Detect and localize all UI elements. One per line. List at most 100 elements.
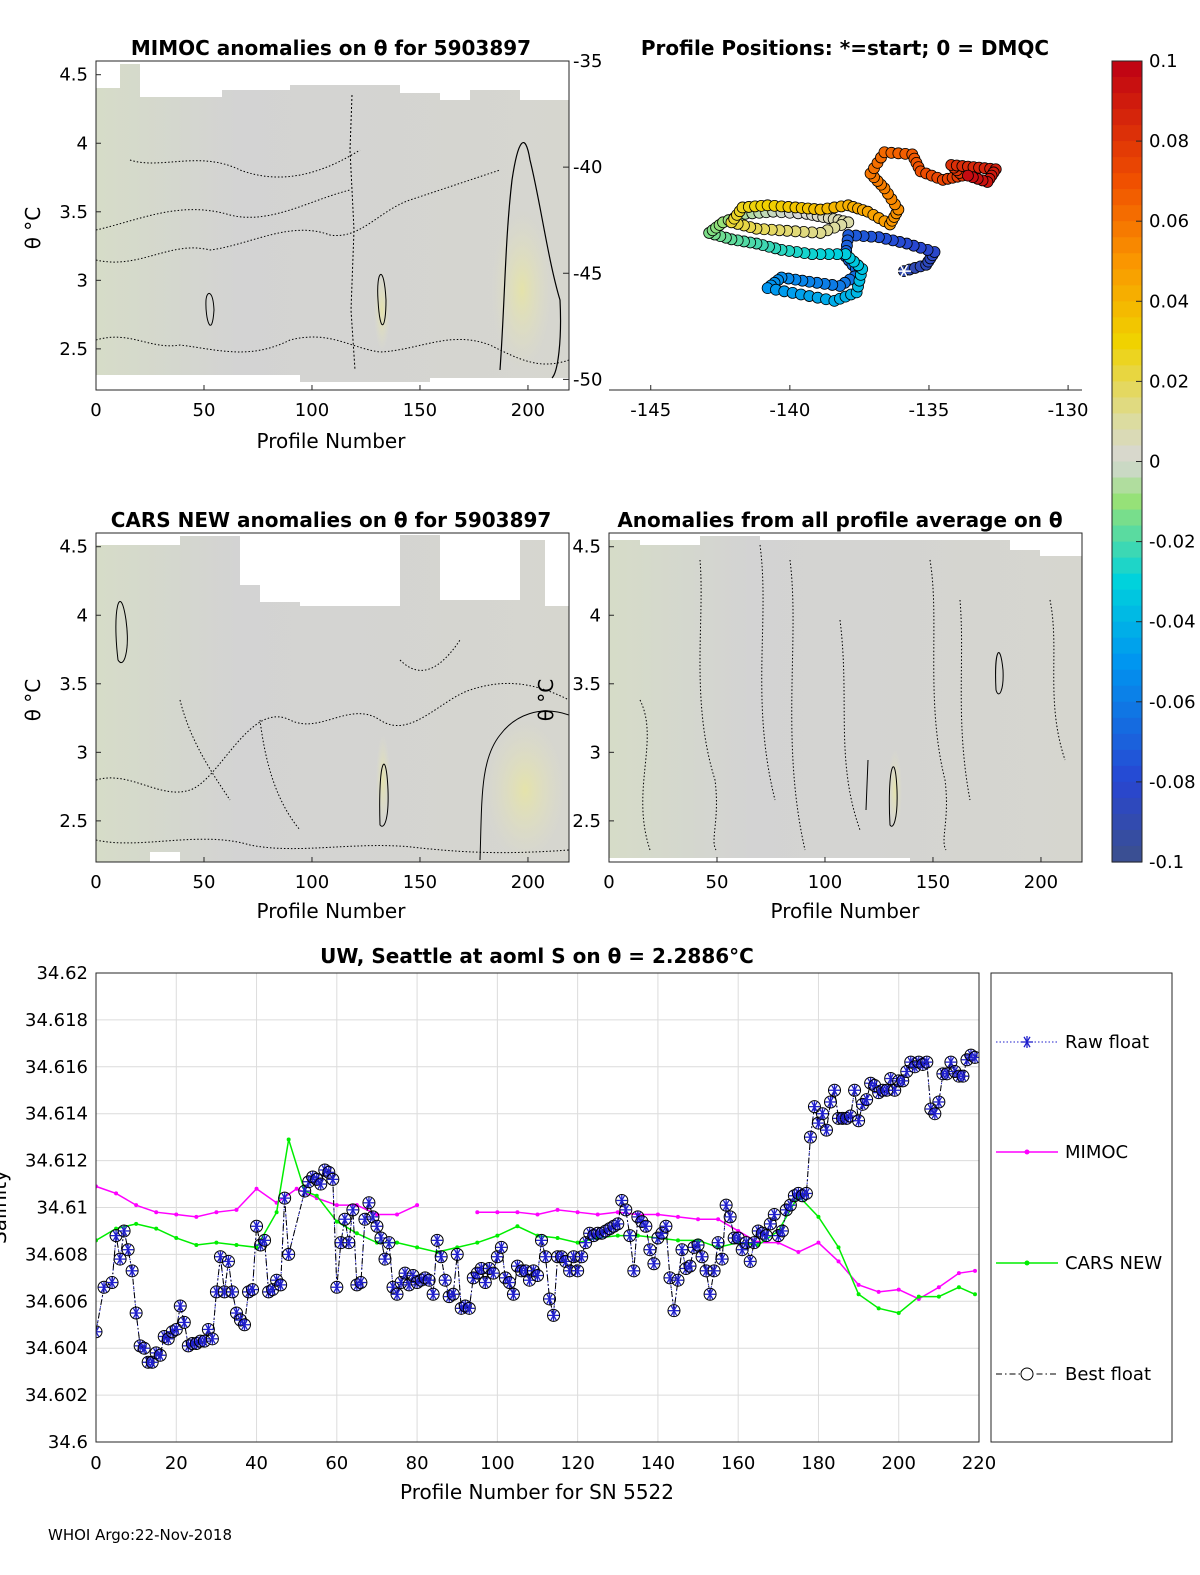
cars-xtick-label: 200 — [511, 872, 545, 893]
best-float-point — [643, 1243, 657, 1257]
mimoc-point — [555, 1207, 560, 1212]
positions-ytick-label: -35 — [573, 51, 602, 72]
mimoc-contour — [499, 141, 562, 379]
colorbar-cell — [1112, 653, 1142, 671]
colorbar-cell — [1112, 77, 1142, 94]
cars-ytick-label: 4.5 — [59, 537, 88, 558]
colorbar-cell — [1112, 317, 1142, 334]
cars-point — [314, 1193, 319, 1198]
best-float-point — [438, 1273, 452, 1287]
allavg-y-ticks: 2.5 3 3.5 4 4.5 — [572, 537, 614, 832]
salinity-ytick-label: 34.616 — [25, 1057, 88, 1078]
colorbar-cell — [1112, 605, 1142, 623]
positions-xtick-label: -145 — [630, 400, 671, 421]
mimoc-point — [796, 1250, 801, 1255]
best-float-point — [691, 1238, 705, 1252]
cars-field — [96, 535, 569, 862]
colorbar-cell — [1112, 589, 1142, 607]
positions-ytick-label: -40 — [573, 157, 602, 178]
best-float-point — [177, 1315, 191, 1329]
colorbar-cell — [1112, 573, 1142, 591]
allavg-xtick-label: 150 — [916, 872, 950, 893]
cars-point — [856, 1292, 861, 1297]
legend-mimoc-marker — [1024, 1149, 1030, 1155]
best-float-point — [968, 1050, 979, 1064]
best-float-point — [695, 1250, 709, 1264]
colorbar-cell — [1112, 621, 1142, 639]
salinity-xtick-label: 160 — [721, 1453, 755, 1474]
best-float-point — [807, 1100, 821, 1114]
cars-point — [475, 1240, 480, 1245]
colorbar-cell — [1112, 717, 1142, 735]
allavg-ytick-label: 4.5 — [572, 537, 601, 558]
colorbar-cell — [1112, 253, 1142, 270]
raw-float-point — [96, 1330, 100, 1337]
colorbar-cell — [1112, 141, 1142, 158]
legend-label: Raw float — [1065, 1032, 1149, 1053]
best-float-point — [282, 1247, 296, 1261]
mimoc-xtick-label: 0 — [90, 400, 101, 421]
best-float-point — [434, 1250, 448, 1264]
best-float-point — [683, 1259, 697, 1273]
mimoc-x-ticks: 0 50 100 150 200 — [90, 385, 545, 421]
colorbar-tick-label: -0.02 — [1149, 532, 1196, 553]
cars-xtick-label: 100 — [295, 872, 329, 893]
best-float-point — [169, 1322, 183, 1336]
best-float-point — [547, 1308, 561, 1322]
allavg-title: Anomalies from all profile average on θ — [617, 508, 1062, 532]
cars-point — [615, 1233, 620, 1238]
cars-positive-anomaly — [485, 720, 565, 860]
best-float-point — [221, 1254, 235, 1268]
colorbar-tick-label: -0.04 — [1149, 612, 1196, 633]
mimoc-vertical-trace — [349, 94, 356, 371]
cars-ytick-label: 4 — [77, 605, 88, 626]
cars-y-ticks: 2.5 3 3.5 4 4.5 — [59, 537, 101, 832]
legend-label: MIMOC — [1065, 1142, 1128, 1163]
mimoc-series-line — [477, 1209, 976, 1300]
mimoc-point — [535, 1212, 540, 1217]
cars-point — [575, 1240, 580, 1245]
mimoc-ylabel: θ °C — [21, 207, 45, 250]
cars-point — [334, 1219, 339, 1224]
cars-point — [515, 1224, 520, 1229]
best-float-point — [173, 1299, 187, 1313]
profile-positions-panel: Profile Positions: *=start; 0 = DMQC -35… — [563, 36, 1089, 421]
mimoc-point — [294, 1186, 299, 1191]
best-float-point — [382, 1236, 396, 1250]
best-float-point — [723, 1210, 737, 1224]
colorbar-cell — [1112, 397, 1142, 415]
mimoc-point — [836, 1259, 841, 1264]
cars-point — [395, 1240, 400, 1245]
best-float-point — [502, 1276, 516, 1290]
best-float-point — [659, 1219, 673, 1233]
salinity-xlabel: Profile Number for SN 5522 — [400, 1480, 674, 1504]
cars-point — [415, 1245, 420, 1250]
best-float-point — [422, 1273, 436, 1287]
best-float-point — [799, 1186, 813, 1200]
best-float-point — [322, 1165, 336, 1179]
cars-field-area — [96, 535, 569, 862]
cars-ytick-label: 3 — [77, 742, 88, 763]
cars-point — [286, 1137, 291, 1142]
mimoc-point — [876, 1289, 881, 1294]
salinity-ytick-label: 34.62 — [36, 963, 88, 984]
colorbar-cell — [1112, 445, 1142, 463]
mimoc-point — [856, 1282, 861, 1287]
mimoc-point — [495, 1210, 500, 1215]
cars-point — [495, 1233, 500, 1238]
colorbar-cell — [1112, 493, 1142, 511]
cars-point — [234, 1243, 239, 1248]
mimoc-point — [154, 1210, 159, 1215]
best-float-point — [860, 1093, 874, 1107]
salinity-xtick-label: 80 — [406, 1453, 429, 1474]
colorbar-cell — [1112, 413, 1142, 431]
best-float-point — [201, 1322, 215, 1336]
best-float-point — [314, 1177, 328, 1191]
allavg-contour-dotted — [639, 544, 1066, 851]
best-float-point — [326, 1172, 340, 1186]
mimoc-point — [675, 1214, 680, 1219]
mimoc-title: MIMOC anomalies on θ for 5903897 — [131, 36, 531, 60]
allavg-field — [609, 536, 1082, 862]
colorbar-cell — [1112, 829, 1142, 847]
allavg-axes-box — [608, 532, 1083, 863]
